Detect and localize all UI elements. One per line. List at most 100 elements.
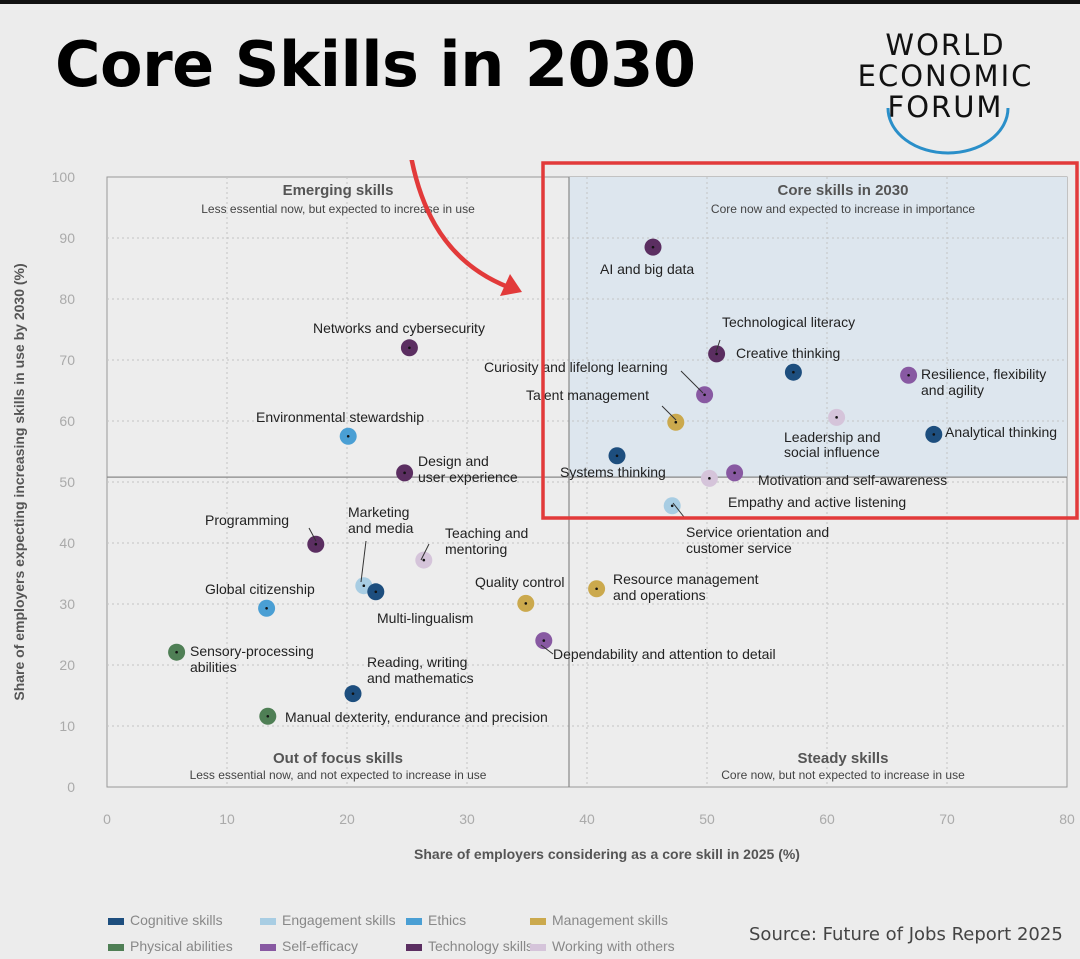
point-label: Multi-lingualism: [377, 610, 473, 626]
grid-lines: [107, 177, 1067, 787]
data-point: Multi-lingualism: [367, 583, 473, 626]
point-label: Design and: [418, 453, 489, 469]
y-tick-label: 100: [52, 169, 76, 185]
point-center-dot: [932, 433, 936, 436]
point-label: mentoring: [445, 541, 507, 557]
y-tick-label: 50: [59, 474, 75, 490]
point-center-dot: [542, 639, 546, 642]
point-label: Marketing: [348, 504, 409, 520]
quadrant-title: Out of focus skills: [273, 750, 403, 767]
y-tick-label: 60: [59, 413, 75, 429]
point-label: Analytical thinking: [945, 424, 1057, 440]
quadrant-title: Emerging skills: [283, 182, 394, 199]
wef-logo: WORLD ECONOMIC FORUM: [838, 28, 1053, 158]
legend-label: Technology skills: [428, 938, 534, 954]
y-tick-label: 10: [59, 718, 75, 734]
data-point: Talent management: [526, 387, 685, 431]
legend-label: Cognitive skills: [130, 912, 223, 928]
x-tick-label: 10: [219, 811, 235, 827]
legend-label: Self-efficacy: [282, 938, 358, 954]
logo-line-3: FORUM: [887, 90, 1004, 124]
leader-line: [715, 339, 721, 353]
point-label: Manual dexterity, endurance and precisio…: [285, 709, 548, 725]
legend-item: Self-efficacy: [260, 938, 358, 954]
point-label: Empathy and active listening: [728, 494, 906, 510]
x-tick-label: 50: [699, 811, 715, 827]
y-tick-label: 20: [59, 657, 75, 673]
point-center-dot: [422, 558, 426, 562]
legend-label: Ethics: [428, 912, 467, 928]
quadrant-subtitle: Less essential now, and not expected to …: [190, 768, 487, 782]
legend-label: Engagement skills: [282, 912, 396, 928]
x-tick-label: 70: [939, 811, 955, 827]
core-quadrant-shading: [569, 177, 1067, 478]
x-axis-label: Share of employers considering as a core…: [414, 846, 800, 862]
point-label: Sensory-processing: [190, 643, 314, 659]
point-label: Quality control: [475, 574, 564, 590]
annotations: [308, 160, 1079, 655]
point-center-dot: [524, 602, 528, 605]
point-center-dot: [175, 650, 178, 654]
data-point: Dependability and attention to detail: [535, 632, 776, 662]
legend-item: Engagement skills: [260, 912, 396, 928]
data-point: Creative thinking: [736, 345, 840, 381]
point-center-dot: [835, 416, 838, 419]
point-center-dot: [651, 245, 655, 249]
point-label: user experience: [418, 469, 518, 485]
point-label: Global citizenship: [205, 581, 315, 597]
x-tick-label: 40: [579, 811, 595, 827]
quadrant-labels: Emerging skills Less essential now, but e…: [190, 182, 976, 782]
highlight-box: [541, 161, 1079, 520]
point-label: and media: [348, 520, 414, 536]
point-center-dot: [792, 370, 795, 374]
point-label: and mathematics: [367, 670, 474, 686]
y-tick-label: 70: [59, 352, 75, 368]
point-label: Talent management: [526, 387, 649, 403]
leader-line: [360, 540, 367, 583]
point-label: Reading, writing: [367, 654, 467, 670]
point-center-dot: [346, 434, 350, 438]
point-center-dot: [670, 504, 674, 508]
point-center-dot: [362, 584, 366, 587]
legend-swatch: [260, 943, 276, 951]
legend-swatch: [406, 943, 422, 951]
point-center-dot: [708, 477, 711, 480]
legend-swatch: [108, 917, 124, 925]
point-label: Resource management: [613, 571, 759, 587]
data-point: Networks and cybersecurity: [313, 320, 485, 357]
point-label: Programming: [205, 512, 289, 528]
point-label: Creative thinking: [736, 345, 840, 361]
leader-line: [661, 405, 677, 421]
logo-arc-icon: [886, 107, 1010, 155]
data-point: Analytical thinking: [925, 424, 1057, 443]
point-label: AI and big data: [600, 261, 694, 277]
x-tick-label: 30: [459, 811, 475, 827]
legend-swatch: [406, 917, 422, 925]
quadrant-subtitle: Core now, but not expected to increase i…: [721, 768, 965, 782]
point-label: social influence: [784, 444, 880, 460]
point-center-dot: [266, 714, 270, 718]
legend-item: Technology skills: [406, 938, 533, 954]
point-label: Environmental stewardship: [256, 409, 424, 425]
data-point: Quality control: [475, 574, 564, 612]
legend-item: Management skills: [530, 912, 668, 928]
point-center-dot: [314, 542, 318, 546]
legend-item: Physical abilities: [108, 938, 233, 954]
point-center-dot: [351, 692, 355, 695]
logo-line-1: WORLD: [885, 28, 1006, 62]
point-label: Service orientation and: [686, 524, 829, 540]
point-center-dot: [907, 373, 910, 377]
data-point: Programming: [205, 512, 325, 553]
legend-item: Ethics: [406, 912, 466, 928]
arrow-icon: [409, 160, 511, 290]
legend-label: Management skills: [552, 912, 668, 928]
x-tick-label: 60: [819, 811, 835, 827]
y-tick-label: 0: [67, 779, 75, 795]
point-label: Motivation and self-awareness: [758, 472, 947, 488]
x-tick-label: 0: [103, 811, 111, 827]
